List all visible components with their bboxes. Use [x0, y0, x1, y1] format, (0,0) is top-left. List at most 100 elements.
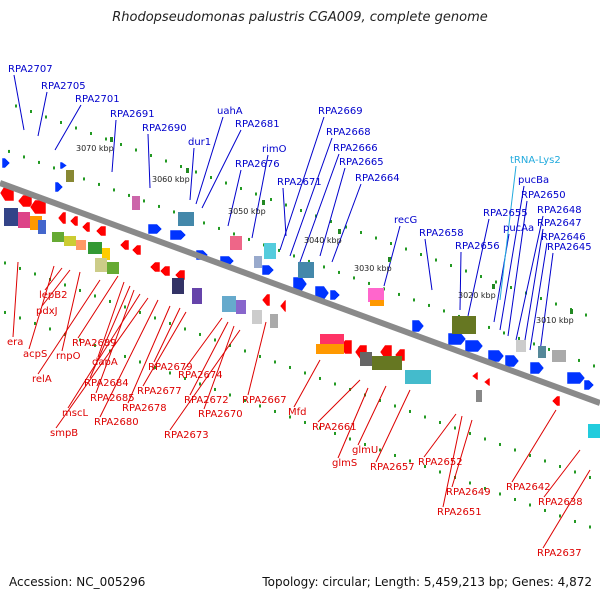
tick-dot: [304, 420, 306, 424]
forward-gene-13: [447, 332, 467, 346]
tick-dot: [139, 360, 141, 364]
tick-dot: [19, 316, 21, 320]
reverse-gene-7: [95, 225, 107, 237]
tick-dot: [23, 155, 25, 159]
tick-dot: [345, 225, 347, 229]
reverse-gene-label-14: RPA2677: [137, 386, 182, 397]
tick-dot: [349, 437, 351, 441]
forward-gene-label-9: RPA2676: [235, 159, 280, 170]
tick-dot: [510, 286, 512, 290]
reverse-gene-leader-28: [442, 415, 463, 508]
tick-dot: [368, 281, 370, 285]
tick-dot: [300, 209, 302, 213]
tick-dot: [319, 376, 321, 380]
tick-dot: [555, 302, 557, 306]
forward-gene-label-1: RPA2707: [8, 64, 53, 75]
tick-dot: [64, 283, 66, 287]
tick-dot: [289, 415, 291, 419]
tick-dot: [334, 382, 336, 386]
tick-dot: [495, 280, 497, 284]
tick-dot: [480, 275, 482, 279]
tick-dot: [390, 242, 392, 246]
reverse-gene-leader-5: [61, 271, 81, 352]
tick-dot: [548, 347, 550, 351]
feature-block-32: [538, 346, 546, 358]
forward-gene-leader-18: [424, 238, 433, 291]
reverse-gene-leader-6: [37, 279, 101, 375]
genome-backbone: [0, 180, 600, 406]
tick-dot: [465, 269, 467, 273]
tick-dot: [315, 214, 317, 218]
forward-gene-leader-17: [383, 225, 401, 287]
tick-dot: [143, 199, 145, 203]
feature-block-18: [236, 300, 246, 314]
gene-features: [0, 157, 600, 438]
tick-dot: [293, 254, 295, 258]
tick-dot: [398, 292, 400, 296]
forward-gene-label-20: RPA2655: [483, 208, 528, 219]
tick-dot: [409, 409, 411, 413]
reverse-gene-label-9: RPA2684: [84, 378, 129, 389]
feature-block-23: [320, 334, 344, 346]
scale-tick-label-2: 3060 kbp: [152, 175, 190, 184]
feature-block-35: [588, 424, 600, 438]
forward-gene-12: [411, 319, 425, 333]
tick-dot: [375, 236, 377, 240]
tick-dot: [199, 382, 201, 386]
reverse-gene-leader-10: [95, 289, 135, 394]
tick-dot: [518, 336, 520, 340]
tick-dot: [514, 497, 516, 501]
tick-dot: [544, 459, 546, 463]
tick-dot: [274, 360, 276, 364]
feature-block-34: [476, 390, 482, 402]
scale-tick-mark-4: [338, 229, 341, 234]
tick-dot: [559, 464, 561, 468]
tick-dot: [98, 182, 100, 186]
tick-dot: [49, 327, 51, 331]
tick-dot: [83, 177, 85, 181]
trna-leader-1: [499, 165, 517, 301]
tick-dot: [34, 321, 36, 325]
feature-block-37: [254, 256, 262, 268]
forward-gene-leader-3: [54, 104, 82, 151]
forward-gene-leader-26: [529, 242, 548, 351]
forward-gene-leader-19: [459, 251, 462, 311]
tick-dot: [450, 264, 452, 268]
feature-block-4: [38, 220, 46, 234]
tick-dot: [30, 110, 32, 114]
forward-gene-leader-20: [467, 218, 490, 317]
tick-dot: [169, 371, 171, 375]
reverse-gene-label-12: smpB: [50, 428, 78, 439]
tick-dot: [94, 343, 96, 347]
reverse-gene-label-3: era: [7, 337, 23, 348]
tick-dot: [469, 481, 471, 485]
forward-gene-1: [1, 157, 11, 169]
tick-dot: [360, 231, 362, 235]
tick-dot: [233, 232, 235, 236]
forward-gene-label-19: RPA2656: [455, 241, 500, 252]
tick-dot: [15, 104, 17, 108]
forward-gene-label-10: rimO: [262, 144, 287, 155]
scale-tick-label-6: 3020 kbp: [458, 291, 496, 300]
feature-block-29: [405, 370, 431, 384]
forward-gene-leader-23: [507, 200, 528, 337]
tick-dot: [79, 338, 81, 342]
forward-gene-label-18: RPA2658: [419, 228, 464, 239]
tick-dot: [285, 203, 287, 207]
reverse-gene-label-25: glmU: [352, 445, 378, 456]
reverse-gene-leader-18: [189, 321, 229, 396]
reverse-gene-leader-30: [511, 409, 557, 483]
tick-dot: [533, 342, 535, 346]
reverse-gene-label-4: acpS: [23, 349, 47, 360]
tick-dot: [574, 470, 576, 474]
forward-gene-11: [329, 289, 341, 301]
tick-dot: [454, 426, 456, 430]
reverse-gene-leader-24: [337, 387, 369, 459]
tick-dot: [135, 148, 137, 152]
tick-dot: [105, 137, 107, 141]
tick-dot: [75, 126, 77, 130]
forward-gene-leader-5: [147, 133, 151, 189]
reverse-gene-label-23: RPA2661: [312, 422, 357, 433]
tick-dot: [180, 165, 182, 169]
forward-gene-leader-22: [499, 185, 525, 331]
